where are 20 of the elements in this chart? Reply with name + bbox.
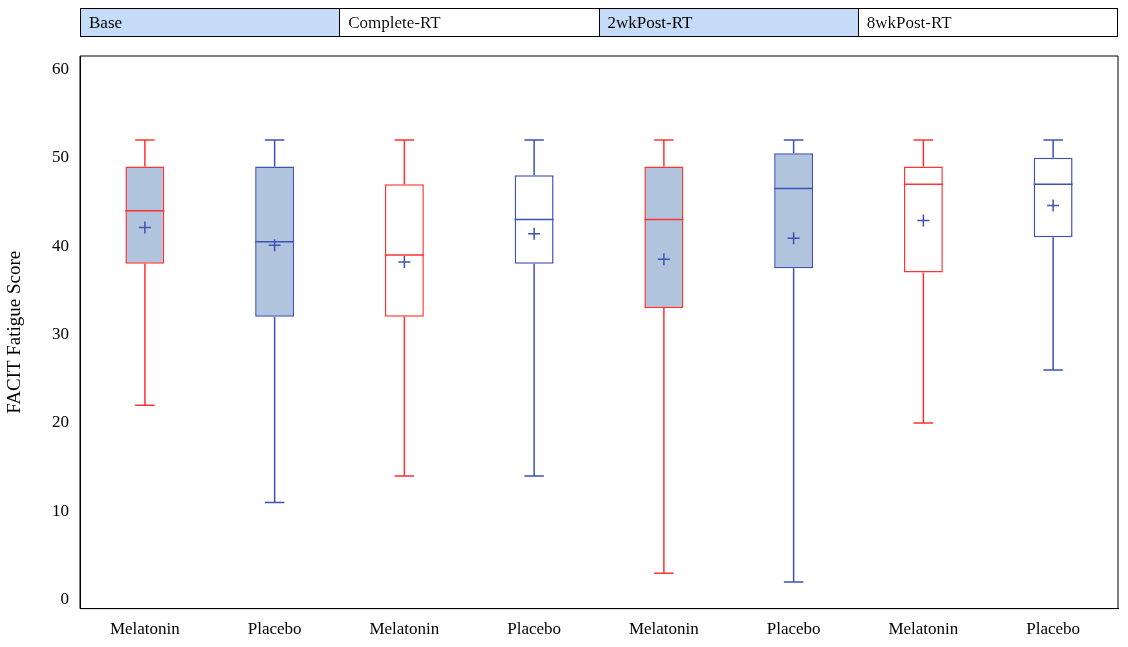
y-tick-label: 10 <box>52 500 69 520</box>
x-tick-label: Placebo <box>1026 619 1081 639</box>
text: 2wkPost-RT <box>598 9 858 36</box>
text: Base <box>81 9 340 36</box>
y-tick-label: 40 <box>52 235 69 255</box>
text: Complete-RT <box>339 9 599 36</box>
x-tick-label: Melatonin <box>109 619 181 639</box>
x-tick-label: Melatonin <box>628 619 700 639</box>
y-tick-label: 50 <box>52 147 69 167</box>
x-tick-label: Placebo <box>247 619 302 639</box>
x-tick-label: Melatonin <box>369 619 440 639</box>
y-tick-label: 0 <box>60 589 69 609</box>
y-tick-label: 20 <box>52 412 69 432</box>
text: 8wkPost-RT <box>857 9 1117 36</box>
y-axis-title: FACIT Fatigue Score <box>3 250 25 414</box>
x-tick-label: Placebo <box>507 619 562 639</box>
y-tick-label: 30 <box>52 323 69 343</box>
y-tick-label: 60 <box>52 58 69 78</box>
x-tick-label: Placebo <box>766 619 821 639</box>
x-tick-label: Melatonin <box>888 619 959 639</box>
